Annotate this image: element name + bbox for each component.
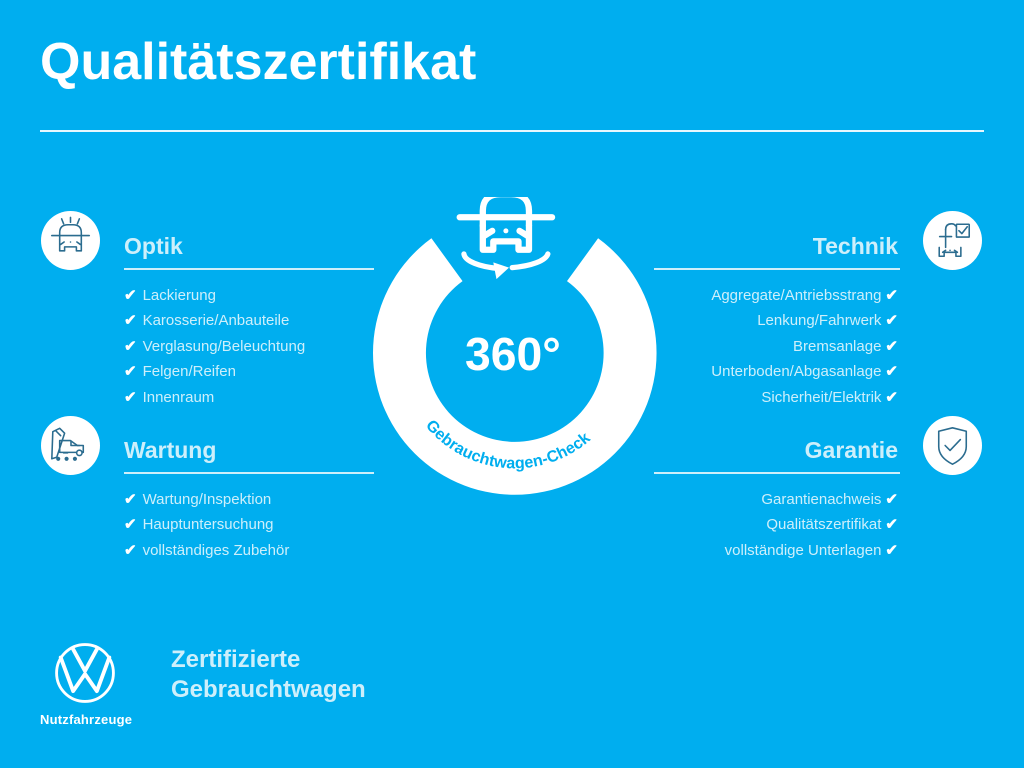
- svg-text:360°: 360°: [465, 328, 561, 380]
